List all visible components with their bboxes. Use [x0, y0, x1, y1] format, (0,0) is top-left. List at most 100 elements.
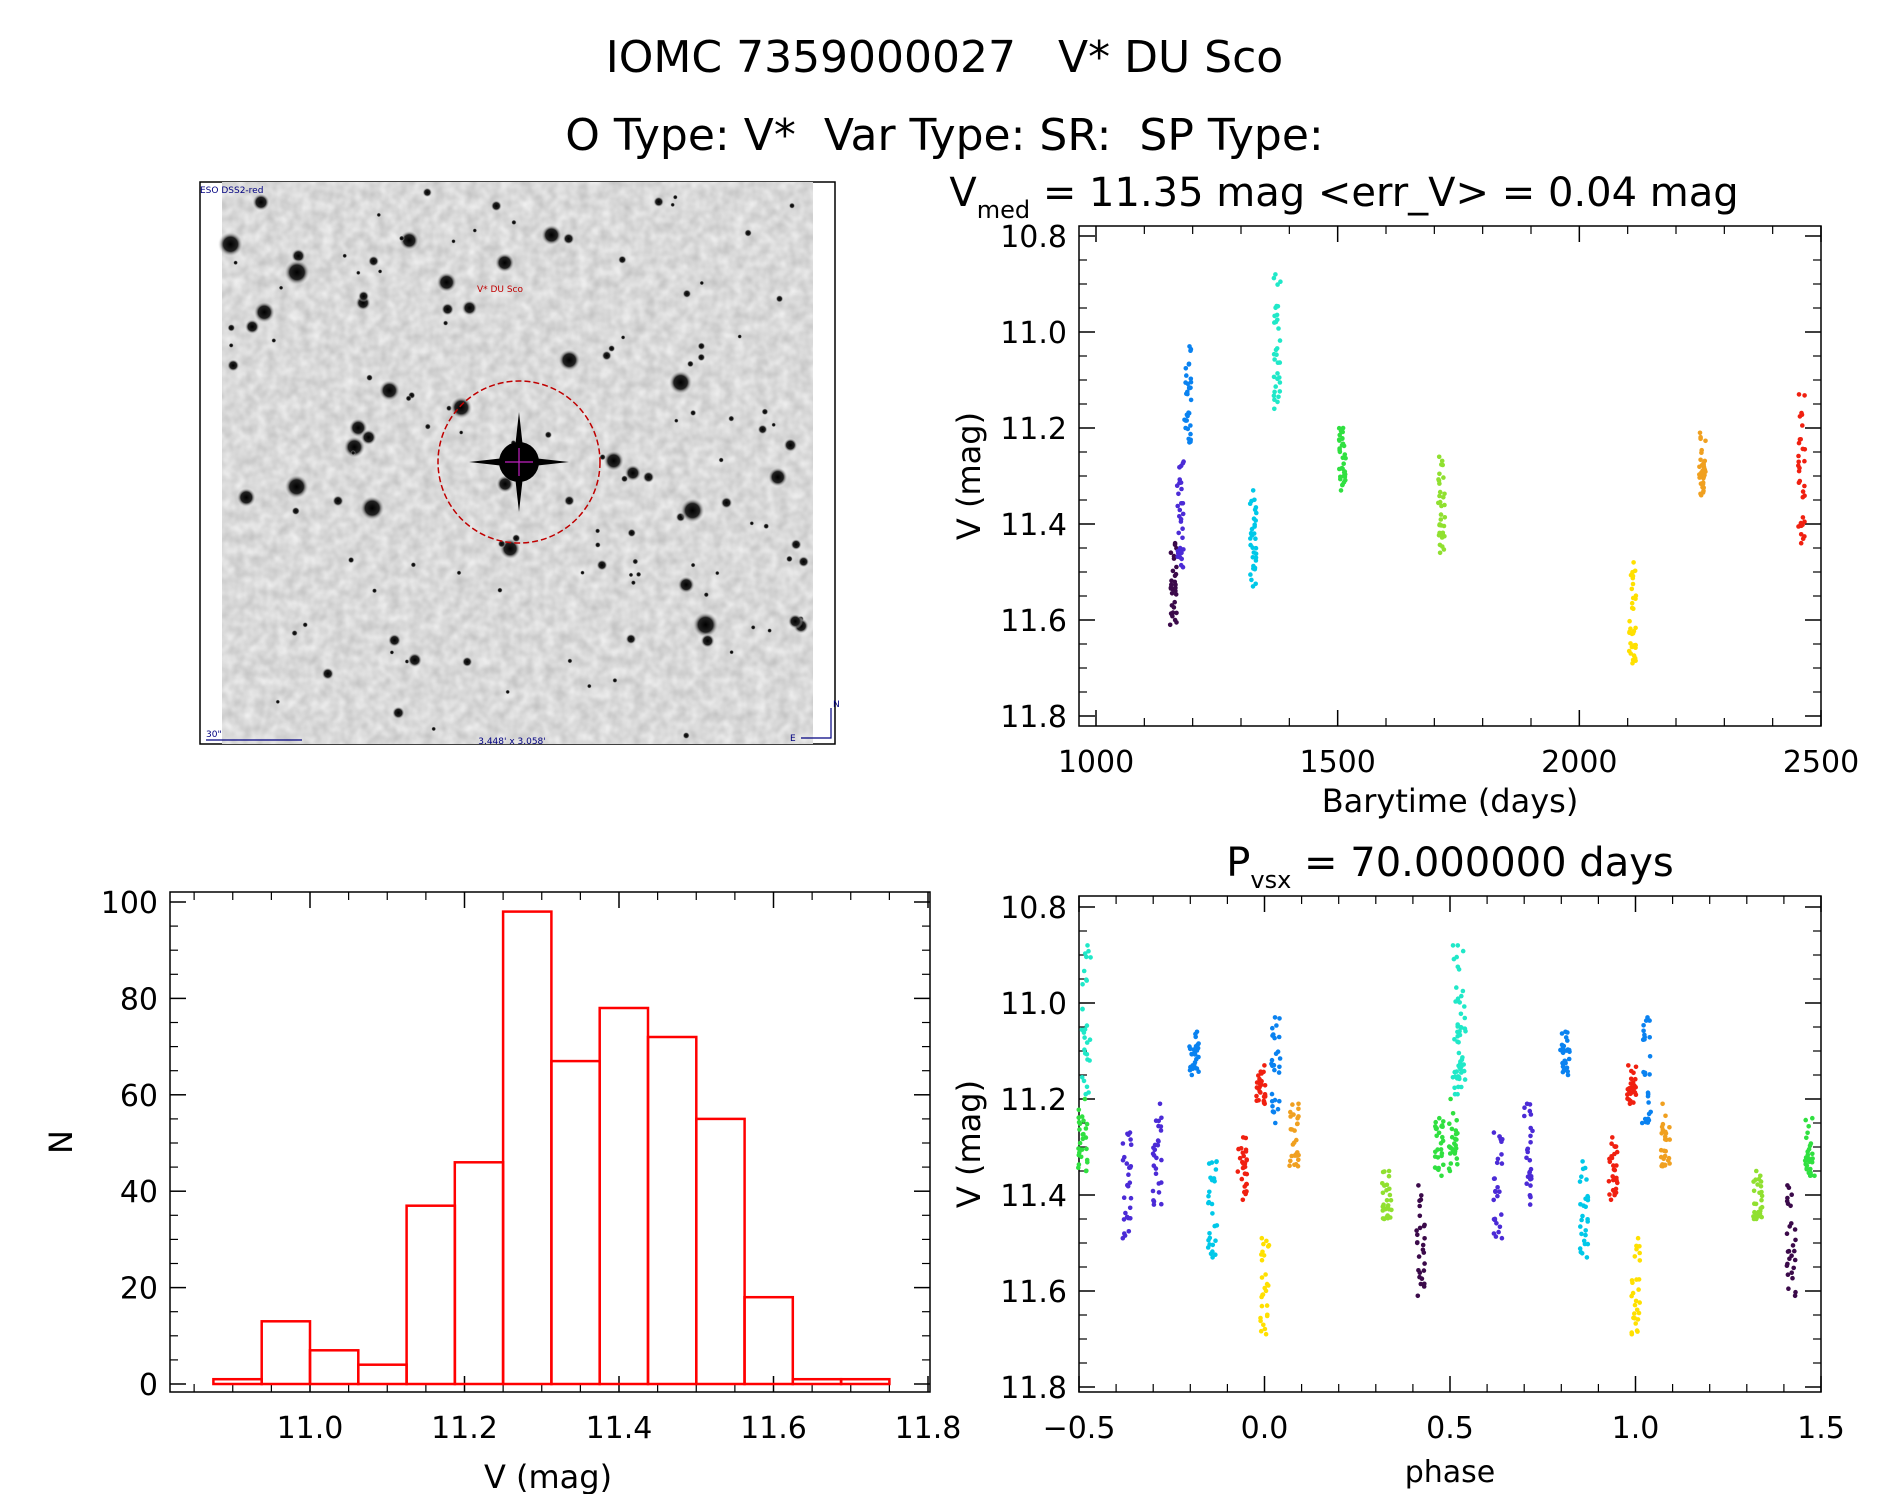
field-star — [763, 523, 770, 530]
lightcurve-point — [1800, 423, 1805, 428]
phased-point — [1459, 993, 1464, 999]
field-star — [302, 621, 309, 628]
phased-point — [1081, 1078, 1087, 1084]
phased-point — [1792, 1293, 1798, 1299]
phased-point — [1460, 948, 1466, 954]
lightcurve-point — [1437, 550, 1443, 556]
field-star — [398, 235, 405, 242]
field-star — [620, 334, 626, 340]
phased-point — [1810, 1115, 1815, 1121]
compass-e: E — [790, 734, 796, 744]
phased-point — [1421, 1284, 1427, 1289]
field-star — [699, 280, 705, 286]
lightcurve-point — [1272, 406, 1277, 412]
phased-point — [1156, 1190, 1162, 1195]
phased-point — [1455, 1162, 1460, 1167]
field-star — [627, 528, 637, 538]
phased-point — [1662, 1153, 1668, 1159]
field-star — [442, 320, 449, 326]
phased-point — [1495, 1193, 1500, 1199]
phased-point — [1078, 1154, 1084, 1160]
phased-point — [1159, 1115, 1164, 1121]
field-star — [365, 374, 374, 382]
lightcurve-point — [1437, 489, 1443, 495]
lightcurve-point — [1630, 575, 1636, 581]
phased-point — [1759, 1193, 1765, 1199]
field-star — [410, 561, 417, 568]
phased-point — [1128, 1137, 1133, 1142]
lightcurve-point — [1436, 478, 1442, 484]
phased-point — [1633, 1076, 1638, 1082]
phased-point — [1663, 1113, 1668, 1119]
phased-point — [1491, 1197, 1496, 1203]
phased-point — [1435, 1147, 1440, 1152]
lightcurve-point — [1184, 373, 1189, 378]
lightcurve-point — [1697, 464, 1702, 470]
phased-point — [1262, 1063, 1267, 1068]
lightcurve-point — [1702, 472, 1707, 478]
phased-point — [1789, 1192, 1794, 1197]
phased-point — [1525, 1146, 1531, 1152]
lightcurve-point — [1271, 393, 1277, 399]
phased-point — [1435, 1155, 1441, 1160]
phased-point — [1296, 1157, 1301, 1163]
field-star — [389, 649, 395, 655]
histogram-bar — [839, 1377, 891, 1386]
x-tick-label: 11.8 — [895, 1411, 962, 1446]
phased-xlabel: phase — [1405, 1455, 1496, 1490]
field-star — [620, 474, 629, 483]
phased-point — [1275, 1106, 1281, 1112]
field-star — [787, 613, 803, 629]
phased-point — [1277, 1016, 1282, 1021]
phased-point — [1438, 1147, 1444, 1152]
field-star — [697, 353, 706, 362]
phased-point — [1276, 1034, 1282, 1040]
field-star — [399, 230, 420, 251]
field-star — [757, 424, 768, 435]
phased-point — [1085, 1160, 1090, 1165]
field-star — [567, 658, 573, 664]
lightcurve-point — [1188, 379, 1194, 385]
x-tick-label: 0.0 — [1241, 1411, 1289, 1446]
lightcurve-point — [1252, 497, 1257, 503]
histogram-bar — [308, 1349, 360, 1386]
histogram-bar — [212, 1377, 263, 1386]
phased-point — [1242, 1184, 1247, 1189]
field-star — [387, 633, 402, 648]
phased-point — [1292, 1162, 1297, 1168]
field-star — [371, 587, 378, 594]
phased-point — [1660, 1127, 1666, 1133]
lightcurve-point — [1796, 440, 1802, 446]
field-star — [594, 541, 601, 549]
phased-point — [1559, 1042, 1565, 1048]
phased-point — [1433, 1124, 1438, 1129]
phased-point — [1494, 1160, 1500, 1166]
y-tick-label: 10.8 — [1000, 220, 1067, 255]
phased-point — [1272, 1067, 1277, 1073]
field-star — [632, 558, 639, 565]
y-tick-label: 10.8 — [1000, 891, 1067, 926]
phased-point — [1440, 1134, 1445, 1140]
phased-point — [1662, 1137, 1668, 1142]
lightcurve-point — [1701, 485, 1706, 491]
field-star — [253, 301, 276, 324]
phased-point — [1386, 1173, 1392, 1179]
phased-point — [1388, 1198, 1394, 1203]
compass — [801, 708, 832, 739]
sp-type: SP Type: — [1139, 110, 1324, 161]
field-star — [668, 370, 693, 395]
phased-point — [1524, 1155, 1529, 1161]
phased-point — [1803, 1117, 1808, 1123]
lightcurve-point — [1173, 592, 1179, 597]
phased-point — [1414, 1228, 1419, 1233]
survey-label: ESO DSS2-red — [200, 186, 263, 196]
phased-point — [1525, 1174, 1531, 1179]
phased-point — [1581, 1238, 1587, 1244]
lightcurve-point — [1633, 658, 1638, 663]
phased-point — [1635, 1235, 1641, 1241]
lightcurve-point — [1176, 530, 1181, 536]
phased-point — [1790, 1275, 1795, 1281]
phased-point — [1629, 1331, 1635, 1337]
phased-point — [1637, 1250, 1642, 1256]
phased-point — [1155, 1142, 1161, 1148]
